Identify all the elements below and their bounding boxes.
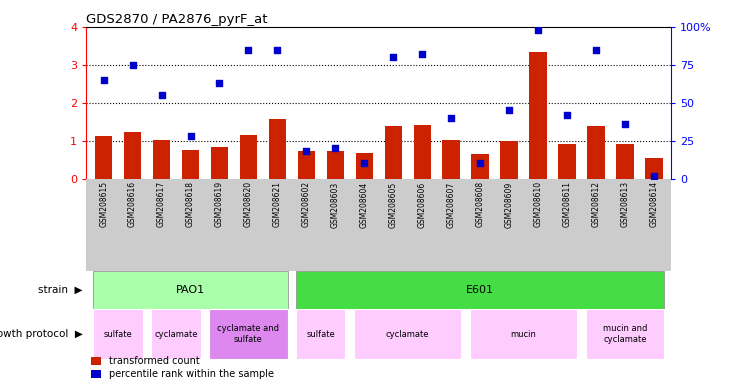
Bar xyxy=(152,309,201,359)
Bar xyxy=(124,132,141,179)
Text: cyclamate and
sulfate: cyclamate and sulfate xyxy=(217,324,280,344)
Text: GSM208602: GSM208602 xyxy=(302,181,310,227)
Text: GSM208616: GSM208616 xyxy=(128,181,137,227)
Bar xyxy=(385,126,402,179)
Text: GSM208613: GSM208613 xyxy=(620,181,629,227)
Bar xyxy=(240,135,257,179)
Point xyxy=(214,80,226,86)
Point xyxy=(387,54,399,60)
Point xyxy=(619,121,631,127)
Bar xyxy=(645,158,662,179)
Text: mucin: mucin xyxy=(511,329,536,339)
Text: GSM208609: GSM208609 xyxy=(505,181,514,228)
Text: mucin and
cyclamate: mucin and cyclamate xyxy=(603,324,647,344)
Text: PAO1: PAO1 xyxy=(176,285,205,295)
Bar xyxy=(587,126,604,179)
Bar xyxy=(326,151,344,179)
Text: GSM208605: GSM208605 xyxy=(388,181,398,228)
Point xyxy=(127,62,139,68)
Point xyxy=(300,148,312,154)
Text: GSM208612: GSM208612 xyxy=(592,181,601,227)
Text: GSM208619: GSM208619 xyxy=(215,181,224,227)
Point xyxy=(358,161,370,167)
Bar xyxy=(94,309,142,359)
Text: GSM208614: GSM208614 xyxy=(650,181,658,227)
Bar xyxy=(298,151,315,179)
Bar xyxy=(500,141,517,179)
Point xyxy=(503,107,515,113)
Bar xyxy=(472,154,489,179)
Text: GSM208611: GSM208611 xyxy=(562,181,572,227)
Bar xyxy=(354,309,461,359)
Bar xyxy=(442,140,460,179)
Bar xyxy=(211,147,228,179)
Text: strain  ▶: strain ▶ xyxy=(38,285,82,295)
Bar xyxy=(413,126,431,179)
Point xyxy=(155,92,167,98)
Text: cyclamate: cyclamate xyxy=(154,329,198,339)
Legend: transformed count, percentile rank within the sample: transformed count, percentile rank withi… xyxy=(91,356,274,379)
Bar xyxy=(95,136,112,179)
Text: sulfate: sulfate xyxy=(104,329,133,339)
Text: cyclamate: cyclamate xyxy=(386,329,430,339)
Text: GSM208618: GSM208618 xyxy=(186,181,195,227)
Point xyxy=(474,161,486,167)
Bar xyxy=(558,144,576,179)
Text: growth protocol  ▶: growth protocol ▶ xyxy=(0,329,82,339)
Text: GSM208604: GSM208604 xyxy=(360,181,369,228)
Text: GSM208621: GSM208621 xyxy=(273,181,282,227)
Bar xyxy=(209,309,287,359)
Text: sulfate: sulfate xyxy=(307,329,335,339)
Text: GDS2870 / PA2876_pyrF_at: GDS2870 / PA2876_pyrF_at xyxy=(86,13,268,26)
Bar xyxy=(94,271,287,309)
Bar xyxy=(356,153,373,179)
Point xyxy=(272,46,284,53)
Text: GSM208608: GSM208608 xyxy=(476,181,484,227)
Text: GSM208615: GSM208615 xyxy=(99,181,108,227)
Bar xyxy=(268,119,286,179)
Point xyxy=(648,172,660,179)
Point xyxy=(561,112,573,118)
Bar xyxy=(153,140,170,179)
Text: GSM208603: GSM208603 xyxy=(331,181,340,228)
Point xyxy=(184,133,196,139)
Bar xyxy=(586,309,664,359)
Text: GSM208606: GSM208606 xyxy=(418,181,427,228)
Text: E601: E601 xyxy=(466,285,494,295)
Bar xyxy=(530,51,547,179)
Point xyxy=(416,51,428,57)
Bar xyxy=(470,309,578,359)
Point xyxy=(446,115,458,121)
Point xyxy=(242,46,254,53)
Point xyxy=(329,145,341,151)
Point xyxy=(532,27,544,33)
Bar xyxy=(182,150,200,179)
Point xyxy=(590,46,602,53)
Bar xyxy=(616,144,634,179)
Text: GSM208617: GSM208617 xyxy=(157,181,166,227)
Bar xyxy=(296,309,346,359)
Bar xyxy=(296,271,664,309)
Text: GSM208607: GSM208607 xyxy=(447,181,456,228)
Text: GSM208620: GSM208620 xyxy=(244,181,253,227)
Text: GSM208610: GSM208610 xyxy=(533,181,542,227)
Point xyxy=(98,77,109,83)
